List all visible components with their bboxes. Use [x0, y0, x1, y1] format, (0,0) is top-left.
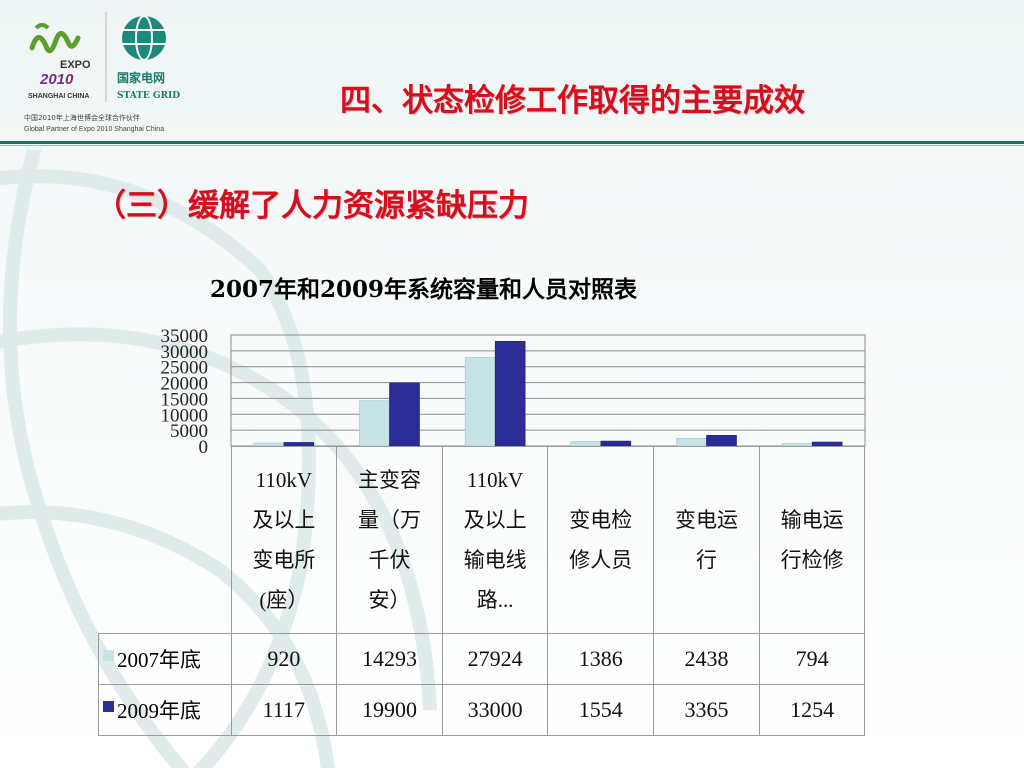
bar-2007	[464, 357, 496, 447]
y-tick-label: 35000	[161, 326, 209, 347]
svg-text:2010: 2010	[39, 71, 74, 88]
category-label-line: 变电运	[674, 508, 738, 532]
category-label-line: 安）	[368, 588, 411, 612]
expo-state-grid-logo: EXPO 2010 SHANGHAI CHINA 国家电网 STATE GRID…	[24, 12, 180, 133]
data-value-cell: 1386	[547, 633, 655, 685]
category-label-line: 110kV	[466, 468, 524, 492]
series-label-2007: 2007年底	[98, 633, 232, 685]
category-label: 主变容量（万千伏安）	[336, 446, 443, 634]
header-divider	[0, 141, 1024, 144]
category-label-line: 主变容	[357, 468, 421, 492]
category-label: 110kV 及以上输电线路...	[441, 446, 549, 634]
y-tick-label: 5000	[170, 421, 208, 442]
category-row: 110kV 及以上变电所 (座） 主变容量（万千伏安） 110kV 及以上输电线路... 变…	[98, 446, 866, 634]
category-label-line: 输电线	[463, 548, 527, 572]
category-label-line: 千伏	[368, 548, 411, 572]
category-label-line: 及以上	[463, 508, 527, 532]
category-label-line: 变电所	[252, 548, 316, 572]
data-value-cell: 1254	[758, 684, 866, 736]
y-tick-label: 25000	[161, 358, 209, 379]
bar-2009	[706, 435, 737, 447]
bar-2007	[676, 437, 707, 447]
state-grid-logo: 国家电网 STATE GRID	[117, 15, 180, 101]
data-value-cell: 1117	[230, 684, 338, 736]
series-row-2009: 2009年底 1117 19900 33000 1554 3365 1254	[98, 684, 866, 736]
data-value-cell: 920	[230, 633, 338, 685]
plot-area-frame	[230, 334, 866, 447]
svg-text:SHANGHAI CHINA: SHANGHAI CHINA	[28, 93, 89, 100]
data-value-cell: 1554	[547, 684, 655, 736]
data-value-cell: 33000	[441, 684, 549, 736]
category-label-line: 量（万	[357, 508, 421, 532]
table-corner	[98, 446, 232, 634]
bar-2009	[600, 440, 632, 447]
section-subtitle: （三）缓解了人力资源紧缺压力	[95, 188, 529, 224]
category-label-line: 路...	[476, 588, 514, 612]
legend-swatch-2009	[103, 701, 114, 712]
category-label: 变电运行	[653, 446, 760, 634]
data-value-cell: 14293	[336, 633, 443, 685]
legend-swatch-2007	[103, 650, 114, 661]
bar-2009	[389, 382, 420, 447]
category-label-line: 行检修	[780, 548, 844, 572]
svg-text:中国2010年上海世博会全球合作伙伴: 中国2010年上海世博会全球合作伙伴	[24, 113, 140, 122]
header-divider-thin	[0, 145, 1024, 146]
y-tick-label: 30000	[161, 342, 209, 363]
logo-area: EXPO 2010 SHANGHAI CHINA 国家电网 STATE GRID…	[22, 6, 212, 136]
svg-text:STATE GRID: STATE GRID	[117, 91, 180, 101]
data-value-cell: 3365	[653, 684, 760, 736]
svg-text:EXPO: EXPO	[60, 59, 91, 71]
bar-2007	[359, 400, 390, 447]
y-tick-label: 10000	[161, 405, 209, 426]
chart-data-table: 110kV 及以上变电所 (座） 主变容量（万千伏安） 110kV 及以上输电线路... 变…	[98, 446, 866, 736]
series-row-2007: 2007年底 920 14293 27924 1386 2438 794	[98, 633, 866, 685]
category-label: 110kV 及以上变电所 (座）	[230, 446, 338, 634]
category-label: 变电检 修人员	[547, 446, 655, 634]
category-label-line: 行	[695, 548, 717, 572]
y-tick-label: 15000	[161, 389, 209, 410]
data-value-cell: 794	[758, 633, 866, 685]
category-label-line: 输电运	[780, 508, 844, 532]
category-label-line: 110kV	[255, 468, 313, 492]
chart-title: 2007年和2009年系统容量和人员对照表	[210, 276, 638, 303]
category-label: 输电运 行检修	[758, 446, 866, 634]
category-label-line: 修人员	[569, 548, 633, 572]
data-value-cell: 19900	[336, 684, 443, 736]
series-label-2009: 2009年底	[98, 684, 232, 736]
category-label-line: 及以上	[252, 508, 316, 532]
svg-text:Global Partner of Expo 2010 Sh: Global Partner of Expo 2010 Shanghai Chi…	[24, 126, 164, 133]
slide-header: EXPO 2010 SHANGHAI CHINA 国家电网 STATE GRID…	[0, 0, 1024, 150]
svg-text:国家电网: 国家电网	[117, 70, 165, 85]
data-value-cell: 2438	[653, 633, 760, 685]
y-tick-label: 20000	[161, 374, 209, 395]
bar-2009	[494, 341, 526, 447]
data-value-cell: 27924	[441, 633, 549, 685]
expo-2010-logo: EXPO 2010 SHANGHAI CHINA	[28, 23, 91, 100]
category-label-line: 变电检	[569, 508, 633, 532]
category-label-line: (座）	[259, 588, 309, 612]
slide-title: 四、状态检修工作取得的主要成效	[340, 83, 805, 119]
